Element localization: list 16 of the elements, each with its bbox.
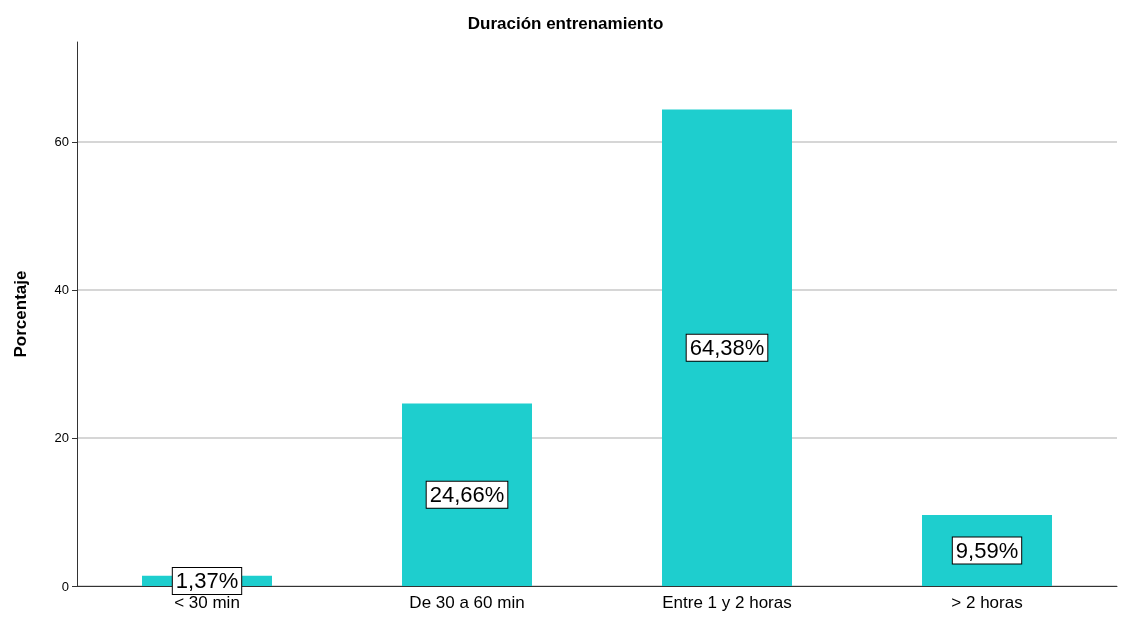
bar bbox=[662, 109, 792, 586]
chart-title: Duración entrenamiento bbox=[467, 14, 664, 33]
x-tick-label: < 30 min bbox=[174, 593, 240, 612]
bar bbox=[402, 403, 532, 586]
data-label: 64,38% bbox=[689, 335, 765, 361]
data-label: 24,66% bbox=[429, 482, 505, 508]
y-tick-label: 60 bbox=[54, 134, 69, 150]
y-tick-label: 0 bbox=[61, 578, 69, 594]
y-tick-label: 40 bbox=[54, 282, 69, 298]
y-tick-label: 20 bbox=[54, 430, 69, 446]
x-tick-label: De 30 a 60 min bbox=[409, 593, 525, 612]
data-label: 1,37% bbox=[175, 568, 239, 594]
y-axis-title: Porcentaje bbox=[11, 270, 30, 358]
x-tick-label: Entre 1 y 2 horas bbox=[662, 593, 792, 612]
x-tick-label: > 2 horas bbox=[951, 593, 1023, 612]
data-label: 9,59% bbox=[955, 538, 1019, 564]
